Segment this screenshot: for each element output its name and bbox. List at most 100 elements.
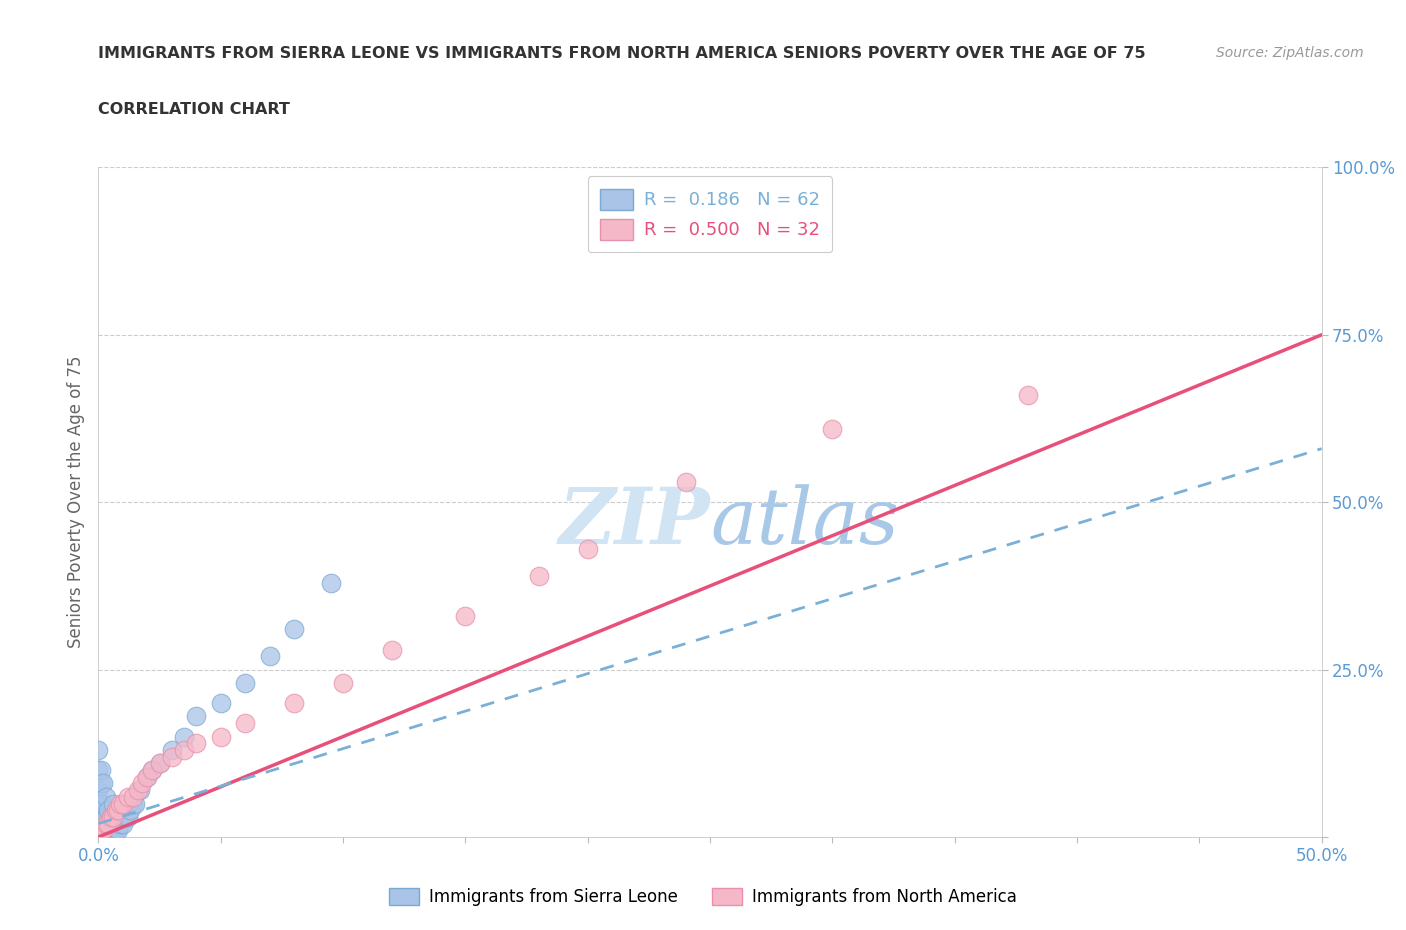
Point: [675, 474, 697, 489]
Point: [107, 809, 129, 824]
Point: [141, 763, 163, 777]
Point: [104, 803, 127, 817]
Point: [186, 736, 208, 751]
Point: [90, 809, 112, 824]
Point: [121, 796, 143, 811]
Point: [209, 696, 232, 711]
Point: [94, 790, 117, 804]
Point: [110, 817, 132, 831]
Point: [90, 763, 112, 777]
Point: [94, 817, 117, 831]
Point: [141, 763, 163, 777]
Point: [91, 796, 114, 811]
Point: [91, 830, 114, 844]
Point: [104, 809, 127, 824]
Point: [110, 796, 132, 811]
Point: [90, 823, 112, 838]
Point: [233, 716, 256, 731]
Point: [87, 830, 110, 844]
Point: [111, 817, 134, 831]
Point: [87, 783, 110, 798]
Legend: R =  0.186   N = 62, R =  0.500   N = 32: R = 0.186 N = 62, R = 0.500 N = 32: [588, 177, 832, 252]
Point: [91, 817, 114, 831]
Text: CORRELATION CHART: CORRELATION CHART: [98, 102, 290, 117]
Point: [97, 817, 120, 831]
Point: [87, 809, 110, 824]
Point: [91, 776, 114, 790]
Point: [87, 830, 110, 844]
Point: [91, 809, 114, 824]
Point: [94, 809, 117, 824]
Point: [576, 541, 599, 556]
Point: [90, 796, 112, 811]
Point: [87, 763, 110, 777]
Point: [209, 729, 232, 744]
Point: [107, 823, 129, 838]
Text: IMMIGRANTS FROM SIERRA LEONE VS IMMIGRANTS FROM NORTH AMERICA SENIORS POVERTY OV: IMMIGRANTS FROM SIERRA LEONE VS IMMIGRAN…: [98, 46, 1146, 61]
Point: [87, 817, 110, 831]
Point: [87, 830, 110, 844]
Point: [149, 756, 172, 771]
Point: [127, 783, 149, 798]
Point: [101, 796, 124, 811]
Text: ZIP: ZIP: [558, 484, 710, 561]
Point: [101, 809, 124, 824]
Point: [104, 823, 127, 838]
Point: [149, 756, 172, 771]
Point: [114, 809, 136, 824]
Point: [233, 675, 256, 690]
Point: [136, 769, 159, 784]
Point: [131, 776, 153, 790]
Point: [129, 783, 152, 798]
Point: [160, 742, 183, 757]
Legend: Immigrants from Sierra Leone, Immigrants from North America: Immigrants from Sierra Leone, Immigrants…: [382, 881, 1024, 912]
Text: atlas: atlas: [710, 485, 898, 561]
Point: [111, 796, 134, 811]
Point: [90, 823, 112, 838]
Point: [97, 817, 120, 831]
Point: [97, 823, 120, 838]
Point: [90, 817, 112, 831]
Point: [101, 817, 124, 831]
Point: [259, 649, 281, 664]
Point: [97, 803, 120, 817]
Point: [91, 823, 114, 838]
Point: [173, 729, 195, 744]
Point: [100, 830, 122, 844]
Point: [90, 776, 112, 790]
Point: [94, 823, 117, 838]
Point: [87, 742, 110, 757]
Point: [100, 809, 122, 824]
Point: [527, 568, 550, 583]
Point: [283, 696, 305, 711]
Point: [186, 709, 208, 724]
Point: [381, 642, 404, 657]
Point: [160, 750, 183, 764]
Point: [117, 790, 139, 804]
Point: [136, 769, 159, 784]
Point: [120, 803, 142, 817]
Point: [87, 796, 110, 811]
Point: [100, 809, 122, 824]
Point: [454, 608, 477, 623]
Y-axis label: Seniors Poverty Over the Age of 75: Seniors Poverty Over the Age of 75: [66, 356, 84, 648]
Point: [97, 830, 120, 844]
Point: [90, 830, 112, 844]
Point: [121, 790, 143, 804]
Point: [1017, 388, 1039, 403]
Point: [283, 622, 305, 637]
Point: [94, 817, 117, 831]
Point: [91, 823, 114, 838]
Point: [94, 830, 117, 844]
Point: [124, 796, 146, 811]
Point: [117, 809, 139, 824]
Point: [107, 803, 129, 817]
Point: [101, 830, 124, 844]
Point: [87, 830, 110, 844]
Text: Source: ZipAtlas.com: Source: ZipAtlas.com: [1216, 46, 1364, 60]
Point: [100, 823, 122, 838]
Point: [87, 823, 110, 838]
Point: [821, 421, 844, 436]
Point: [319, 575, 342, 590]
Point: [173, 742, 195, 757]
